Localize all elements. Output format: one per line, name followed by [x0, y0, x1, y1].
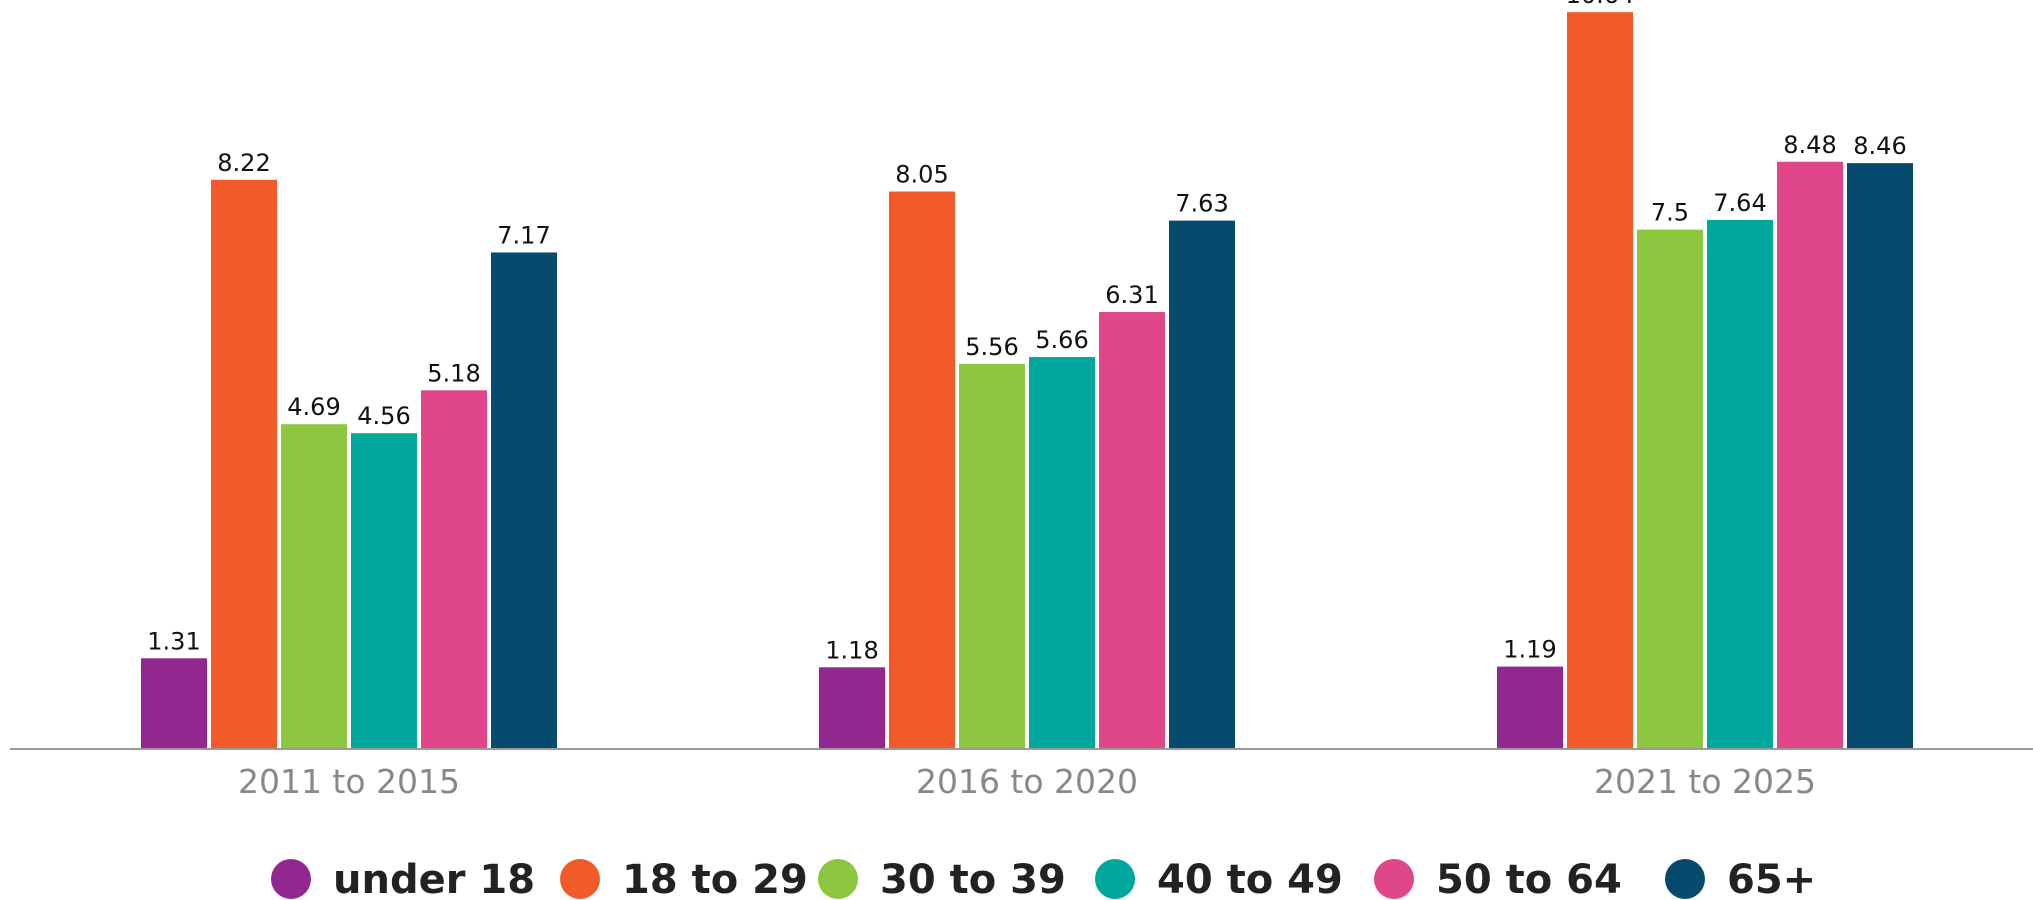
bar — [1567, 12, 1633, 750]
x-axis-tick-labels: 2011 to 2015 2016 to 2020 2021 to 2025 — [238, 762, 1816, 801]
x-axis-tick-label: 2021 to 2025 — [1594, 762, 1816, 801]
data-label: 5.18 — [427, 359, 480, 387]
data-label: 4.56 — [357, 402, 410, 430]
data-label: 7.63 — [1175, 190, 1228, 218]
data-label: 8.22 — [217, 149, 270, 177]
legend-label: 30 to 39 — [880, 857, 1066, 900]
legend-item: under 18 — [271, 857, 535, 900]
bar — [1497, 666, 1563, 749]
legend-swatch — [818, 859, 858, 899]
legend-item: 65+ — [1665, 857, 1816, 900]
legend-label: under 18 — [333, 857, 535, 900]
data-label: 5.56 — [965, 333, 1018, 361]
bar — [1707, 219, 1773, 749]
bar — [1169, 220, 1235, 749]
legend-swatch — [560, 859, 600, 899]
legend-item: 30 to 39 — [818, 857, 1066, 900]
data-label: 8.46 — [1853, 132, 1906, 160]
legend-item: 18 to 29 — [560, 857, 808, 900]
bar — [141, 658, 207, 749]
data-label: 8.05 — [895, 161, 948, 189]
bar — [1777, 161, 1843, 749]
data-label: 1.18 — [825, 636, 878, 664]
x-axis-tick-label: 2011 to 2015 — [238, 762, 460, 801]
bars-layer — [141, 12, 1913, 750]
legend-label: 40 to 49 — [1157, 857, 1343, 900]
data-label: 7.5 — [1651, 199, 1689, 227]
x-axis-tick-label: 2016 to 2020 — [916, 762, 1138, 801]
data-label: 7.64 — [1713, 189, 1766, 217]
value-labels-layer: 1.31 8.22 4.69 4.56 5.18 7.17 1.18 8.05 5.56 5.66… — [147, 0, 1906, 664]
data-label: 1.31 — [147, 627, 200, 655]
legend: under 18 18 to 29 30 to 39 40 to 49 50 to 64… — [271, 857, 1816, 900]
bar — [351, 433, 417, 749]
legend-item: 40 to 49 — [1095, 857, 1343, 900]
data-label: 5.66 — [1035, 326, 1088, 354]
bar — [1099, 312, 1165, 749]
legend-label: 50 to 64 — [1436, 857, 1622, 900]
data-label: 6.31 — [1105, 281, 1158, 309]
legend-label: 65+ — [1727, 857, 1816, 900]
data-label: 4.69 — [287, 393, 340, 421]
bar — [1637, 229, 1703, 749]
legend-swatch — [1095, 859, 1135, 899]
bar — [211, 179, 277, 749]
bar — [889, 191, 955, 750]
legend-label: 18 to 29 — [622, 857, 808, 900]
legend-swatch — [1665, 859, 1705, 899]
bar — [819, 667, 885, 749]
data-label: 7.17 — [497, 221, 550, 249]
data-label: 10.64 — [1566, 0, 1635, 9]
data-label: 1.19 — [1503, 636, 1556, 664]
legend-swatch — [271, 859, 311, 899]
bar — [281, 424, 347, 749]
data-label: 8.48 — [1783, 131, 1836, 159]
bar — [491, 252, 557, 750]
bar — [959, 363, 1025, 749]
bar — [1847, 163, 1913, 749]
legend-item: 50 to 64 — [1374, 857, 1622, 900]
bar — [1029, 357, 1095, 749]
bar — [421, 390, 487, 749]
legend-swatch — [1374, 859, 1414, 899]
